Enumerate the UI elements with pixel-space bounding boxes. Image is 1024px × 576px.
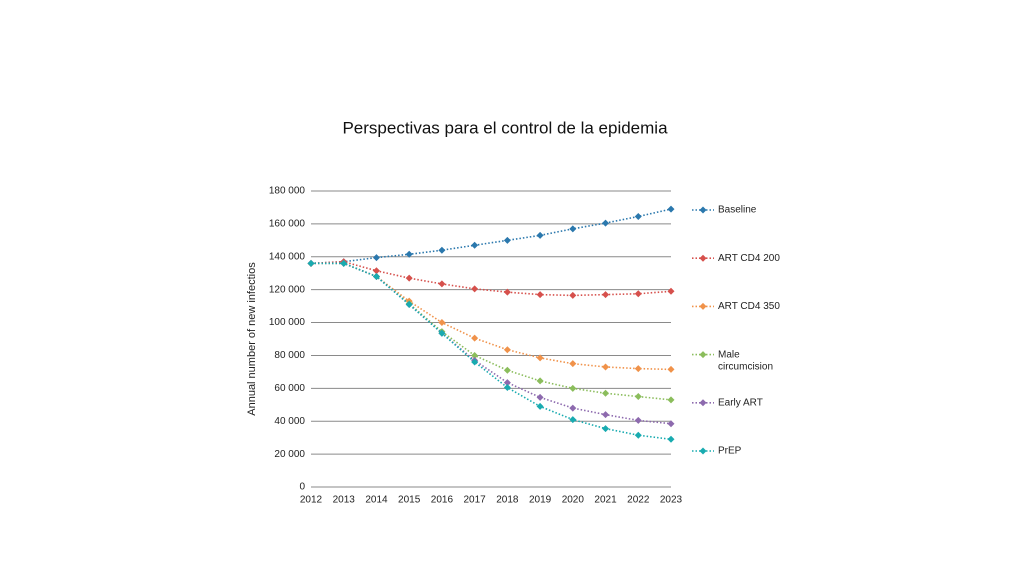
y-tick-label: 80 000 (274, 350, 305, 361)
x-tick-label: 2018 (496, 495, 519, 506)
y-tick-label: 120 000 (269, 284, 306, 295)
y-tick-label: 20 000 (274, 449, 305, 460)
x-tick-label: 2017 (464, 495, 487, 506)
x-tick-label: 2015 (398, 495, 421, 506)
data-point (340, 259, 348, 267)
legend-marker (699, 447, 707, 455)
x-tick-label: 2022 (627, 495, 650, 506)
data-point (634, 416, 642, 424)
data-point (438, 280, 446, 288)
series-line (311, 262, 672, 425)
x-tick-label: 2012 (300, 495, 323, 506)
data-point (438, 319, 446, 327)
series-line (310, 260, 672, 297)
data-point (536, 377, 544, 385)
data-point (536, 354, 544, 362)
data-point (503, 366, 511, 374)
y-tick-label: 160 000 (269, 219, 306, 230)
data-point (471, 241, 479, 249)
legend-marker (699, 254, 707, 262)
data-point (405, 300, 413, 308)
data-point (471, 334, 479, 342)
legend-label: Male circumcision (718, 349, 773, 372)
data-point (569, 360, 577, 368)
data-point (602, 219, 610, 227)
data-point (569, 384, 577, 392)
legend-label: Baseline (718, 205, 757, 216)
legend-label: ART CD4 350 (718, 301, 780, 312)
data-point (569, 404, 577, 412)
y-tick-label: 40 000 (274, 416, 305, 427)
data-point (667, 420, 675, 428)
data-point (634, 431, 642, 439)
y-tick-label: 60 000 (274, 383, 305, 394)
data-point (667, 287, 675, 295)
y-tick-label: 100 000 (269, 317, 306, 328)
data-point (667, 365, 675, 373)
data-point (503, 384, 511, 392)
chart-title: Perspectivas para el control de la epide… (342, 118, 668, 137)
legend-marker (699, 302, 707, 310)
data-point (569, 291, 577, 299)
data-point (602, 363, 610, 371)
data-point (503, 346, 511, 354)
series-line (311, 262, 672, 401)
data-point (405, 250, 413, 258)
data-point (307, 259, 315, 267)
legend-marker (699, 399, 707, 407)
data-point (372, 267, 380, 275)
data-point (503, 236, 511, 244)
data-point (602, 411, 610, 419)
data-point (569, 225, 577, 233)
data-point (536, 291, 544, 299)
data-point (634, 290, 642, 298)
legend-label: ART CD4 200 (718, 253, 780, 264)
data-point (438, 329, 446, 337)
data-point (634, 212, 642, 220)
legend-marker (699, 351, 707, 359)
data-point (372, 273, 380, 281)
data-point (536, 231, 544, 239)
y-tick-label: 140 000 (269, 251, 306, 262)
x-tick-label: 2023 (660, 495, 683, 506)
data-point (602, 389, 610, 397)
data-point (503, 379, 511, 387)
series-line (311, 262, 672, 371)
data-point (536, 402, 544, 410)
y-tick-label: 180 000 (269, 186, 306, 197)
x-tick-label: 2021 (594, 495, 617, 506)
x-tick-label: 2014 (365, 495, 388, 506)
data-point (569, 416, 577, 424)
data-point (536, 393, 544, 401)
x-tick-label: 2020 (562, 495, 585, 506)
y-axis-label: Annual number of new infectios (246, 262, 258, 416)
y-tick-label: 0 (299, 482, 305, 493)
data-point (471, 351, 479, 359)
data-point (372, 254, 380, 262)
data-point (438, 246, 446, 254)
legend-label: PrEP (718, 446, 742, 457)
x-tick-label: 2016 (431, 495, 454, 506)
data-point (667, 396, 675, 404)
legend-marker (699, 206, 707, 214)
x-tick-label: 2013 (333, 495, 356, 506)
data-point (471, 358, 479, 366)
data-point (634, 393, 642, 401)
x-tick-label: 2019 (529, 495, 552, 506)
data-point (667, 435, 675, 443)
data-point (471, 285, 479, 293)
data-point (405, 274, 413, 282)
data-point (634, 365, 642, 373)
data-point (503, 288, 511, 296)
data-point (667, 205, 675, 213)
data-point (602, 291, 610, 299)
series-line (310, 208, 672, 265)
data-point (602, 425, 610, 433)
legend-label: Early ART (718, 397, 763, 408)
